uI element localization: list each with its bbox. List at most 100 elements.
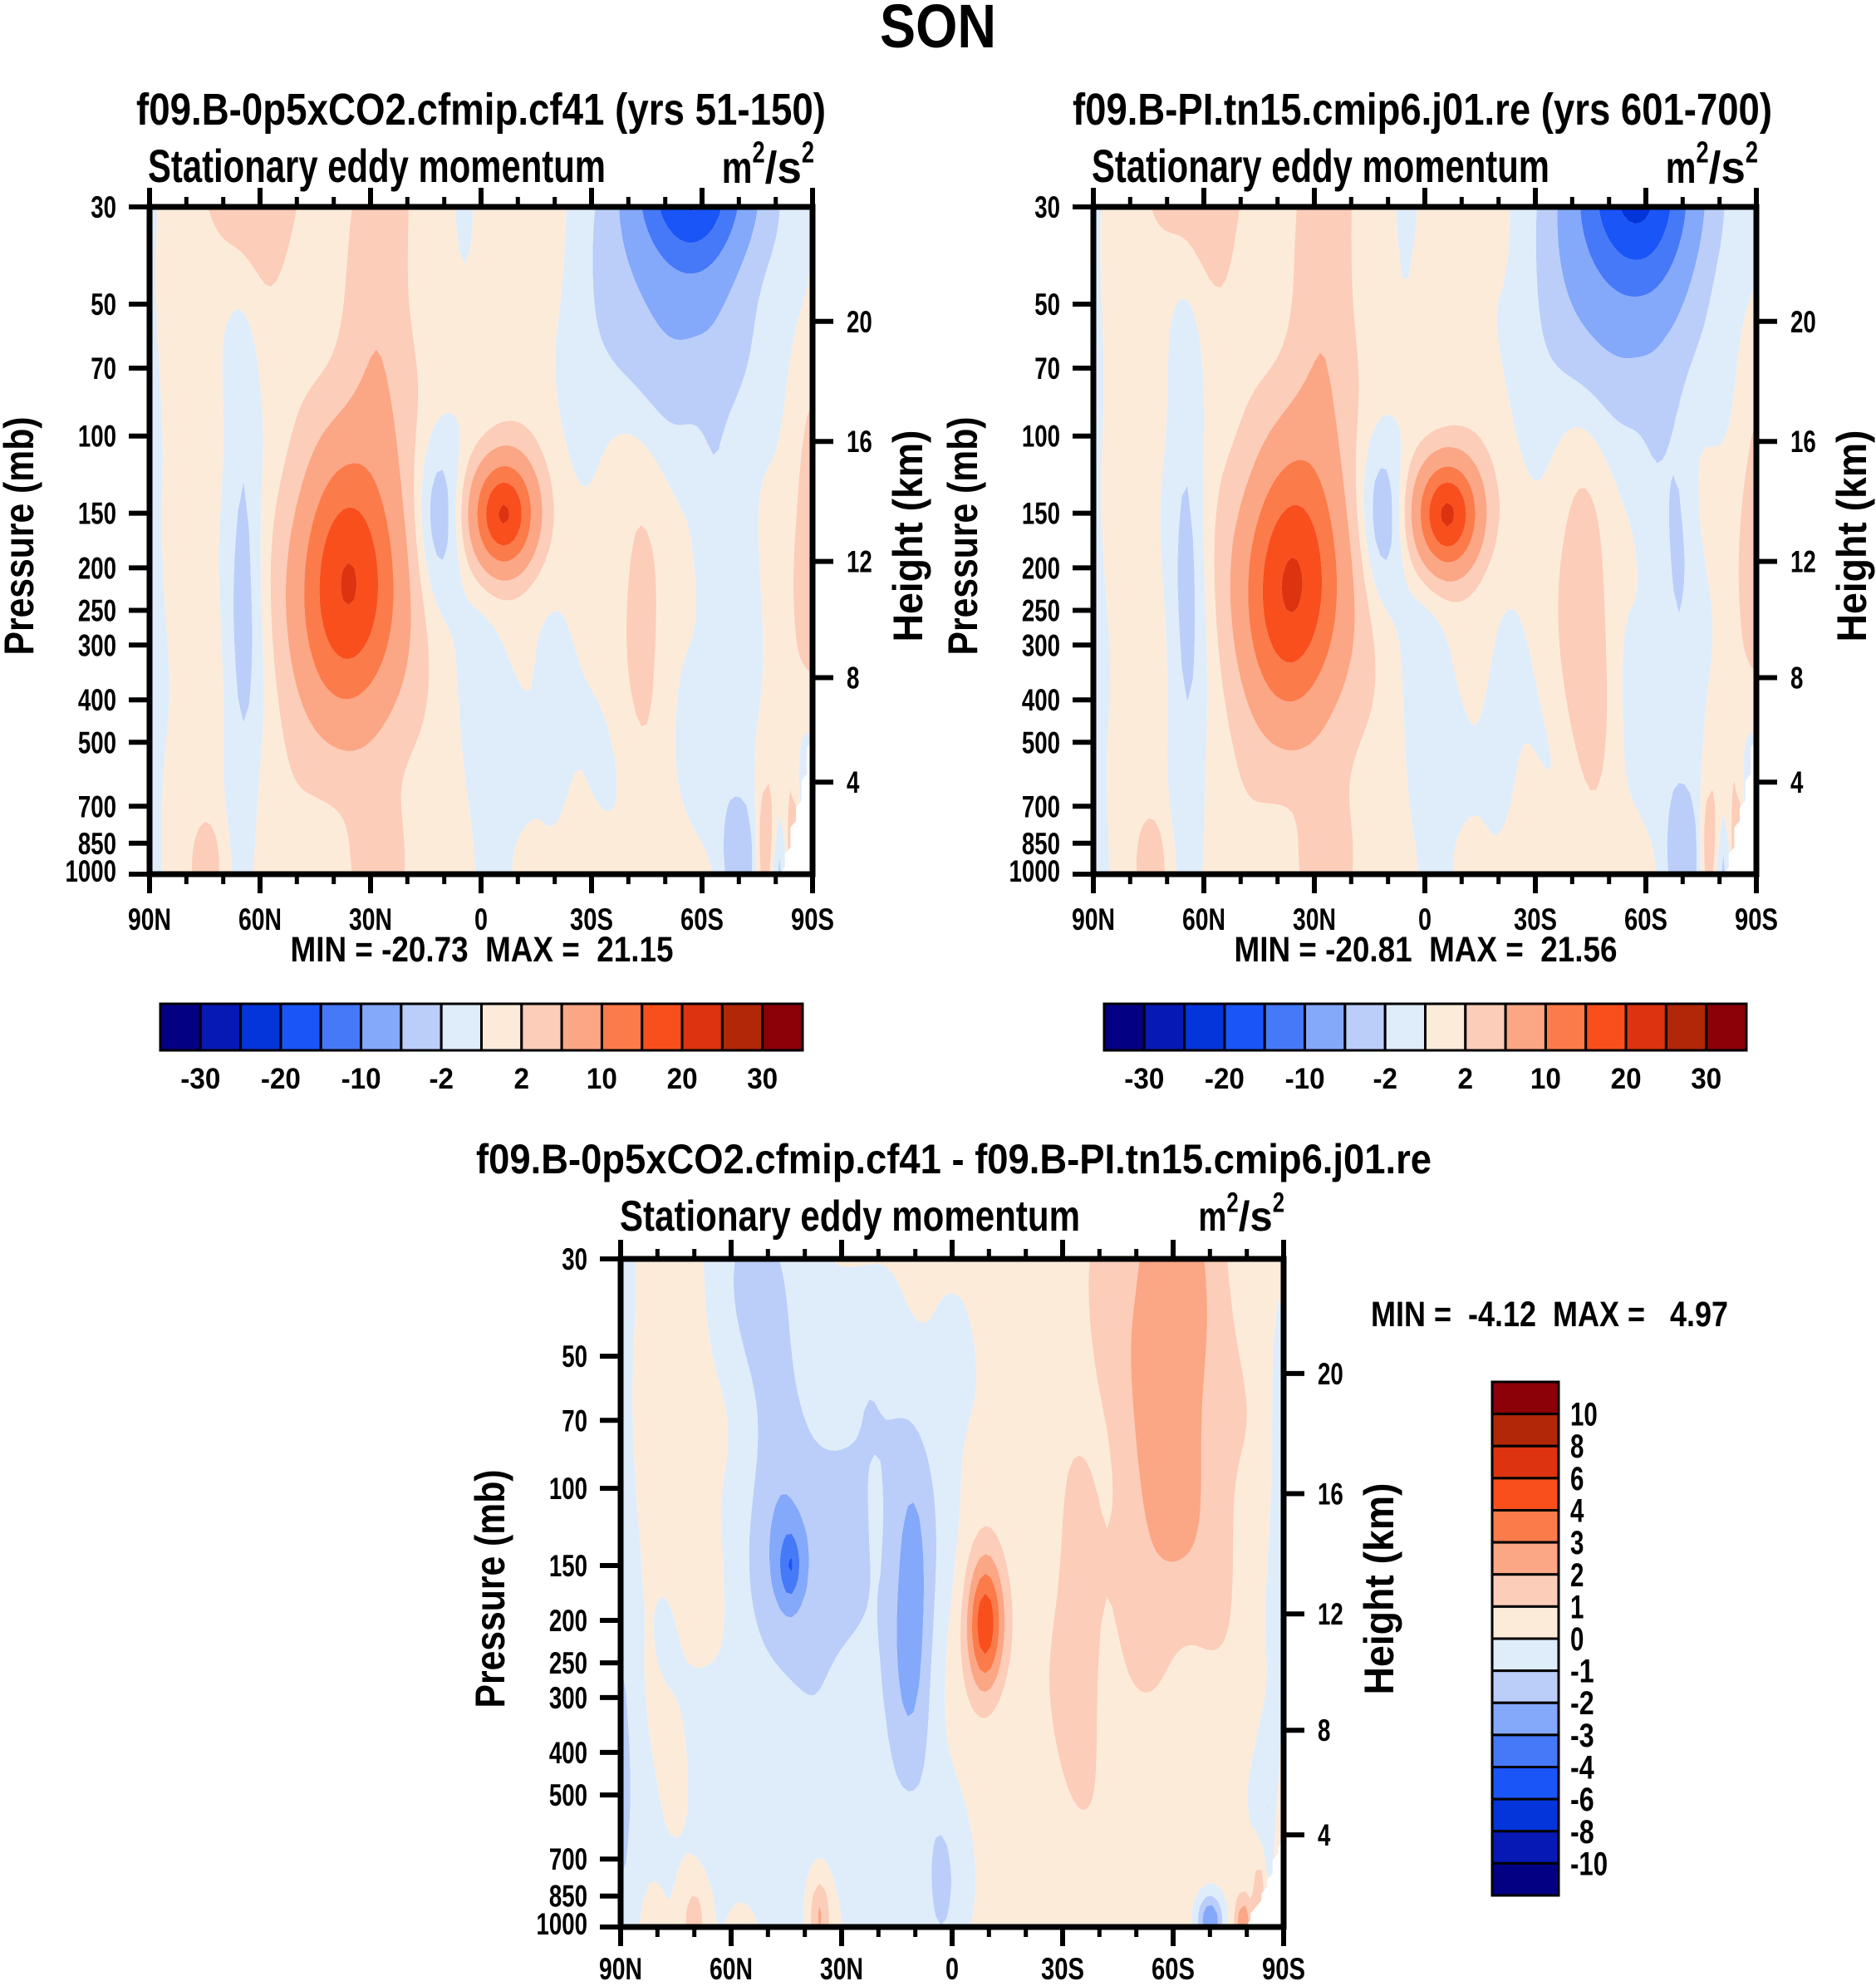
svg-text:SON: SON (880, 0, 996, 61)
svg-text:-3: -3 (1570, 1718, 1594, 1754)
svg-text:-10: -10 (1285, 1063, 1325, 1095)
svg-text:-2: -2 (1570, 1685, 1594, 1722)
svg-text:20: 20 (667, 1063, 698, 1095)
svg-text:Stationary eddy momentum: Stationary eddy momentum (1092, 140, 1549, 192)
svg-text:Pressure (mb): Pressure (mb) (467, 1470, 513, 1708)
svg-text:90N: 90N (599, 1951, 642, 1982)
svg-text:12: 12 (1790, 544, 1816, 579)
svg-text:60N: 60N (710, 1951, 753, 1982)
svg-text:1000: 1000 (65, 853, 116, 888)
svg-text:Height (km): Height (km) (885, 430, 931, 642)
svg-text:30S: 30S (1514, 902, 1557, 936)
svg-text:/s: /s (1709, 143, 1746, 193)
svg-text:Stationary eddy momentum: Stationary eddy momentum (148, 140, 606, 192)
svg-text:500: 500 (549, 1777, 587, 1812)
svg-text:16: 16 (1790, 424, 1816, 459)
svg-text:150: 150 (78, 496, 116, 531)
svg-text:400: 400 (78, 682, 116, 717)
svg-text:-2: -2 (429, 1063, 454, 1095)
svg-text:150: 150 (549, 1548, 587, 1583)
svg-text:2: 2 (1697, 135, 1709, 170)
svg-text:100: 100 (549, 1471, 587, 1506)
svg-text:4: 4 (847, 764, 859, 799)
svg-text:Height (km): Height (km) (1356, 1483, 1402, 1695)
svg-text:300: 300 (78, 627, 116, 662)
svg-text:250: 250 (1022, 593, 1060, 628)
svg-text:30: 30 (91, 189, 116, 224)
svg-text:50: 50 (91, 287, 116, 322)
svg-text:4: 4 (1318, 1817, 1330, 1852)
svg-text:50: 50 (1034, 287, 1060, 322)
svg-text:16: 16 (1318, 1477, 1343, 1512)
svg-text:-4: -4 (1570, 1750, 1594, 1787)
svg-text:250: 250 (78, 593, 116, 628)
svg-text:250: 250 (549, 1645, 587, 1680)
svg-text:2: 2 (1570, 1557, 1584, 1594)
svg-text:8: 8 (1790, 661, 1803, 696)
svg-text:2: 2 (514, 1063, 530, 1095)
svg-text:6: 6 (1570, 1461, 1584, 1497)
svg-text:Height (km): Height (km) (1829, 430, 1875, 642)
svg-text:30N: 30N (1293, 902, 1336, 936)
svg-text:90N: 90N (1072, 902, 1115, 936)
svg-text:60N: 60N (1182, 902, 1225, 936)
svg-text:-6: -6 (1570, 1782, 1594, 1818)
svg-text:30: 30 (1691, 1063, 1721, 1095)
svg-text:m: m (722, 143, 753, 193)
svg-text:300: 300 (1022, 627, 1060, 662)
svg-text:8: 8 (847, 661, 859, 696)
svg-text:100: 100 (1022, 419, 1060, 454)
svg-text:-30: -30 (180, 1063, 220, 1095)
svg-text:1000: 1000 (1009, 853, 1060, 888)
svg-text:90S: 90S (791, 902, 834, 936)
svg-text:700: 700 (78, 789, 116, 823)
svg-text:30N: 30N (349, 902, 392, 936)
svg-text:20: 20 (1611, 1063, 1642, 1095)
svg-text:MIN = -20.73 MAX = 21.15: MIN = -20.73 MAX = 21.15 (291, 930, 674, 970)
svg-text:500: 500 (1022, 725, 1060, 759)
svg-text:20: 20 (1318, 1356, 1343, 1391)
svg-text:850: 850 (549, 1879, 587, 1914)
svg-text:-10: -10 (341, 1063, 381, 1095)
svg-text:70: 70 (91, 351, 116, 386)
svg-text:500: 500 (78, 725, 116, 759)
svg-text:90N: 90N (128, 902, 171, 936)
svg-text:2: 2 (802, 135, 814, 170)
svg-text:30: 30 (562, 1241, 587, 1276)
svg-text:/s: /s (765, 143, 802, 193)
svg-text:16: 16 (847, 424, 872, 459)
svg-text:300: 300 (549, 1680, 587, 1715)
svg-text:30S: 30S (1041, 1951, 1084, 1982)
svg-text:0: 0 (1418, 902, 1432, 936)
svg-text:200: 200 (549, 1603, 587, 1638)
svg-text:70: 70 (562, 1403, 587, 1438)
svg-text:850: 850 (1022, 826, 1060, 861)
svg-text:90S: 90S (1735, 902, 1778, 936)
svg-text:-30: -30 (1124, 1063, 1164, 1095)
svg-text:m: m (1198, 1193, 1226, 1240)
svg-text:400: 400 (549, 1735, 587, 1770)
svg-text:Stationary eddy momentum: Stationary eddy momentum (620, 1192, 1080, 1241)
svg-text:100: 100 (78, 419, 116, 454)
svg-text:Pressure (mb): Pressure (mb) (940, 417, 986, 656)
svg-text:/s: /s (1239, 1193, 1273, 1240)
svg-text:60N: 60N (238, 902, 282, 936)
svg-text:30S: 30S (570, 902, 613, 936)
svg-text:2: 2 (1458, 1063, 1474, 1095)
svg-text:-8: -8 (1570, 1814, 1594, 1851)
svg-text:10: 10 (587, 1063, 617, 1095)
svg-text:10: 10 (1570, 1397, 1598, 1433)
svg-text:200: 200 (1022, 550, 1060, 585)
svg-text:-2: -2 (1373, 1063, 1397, 1095)
svg-text:f09.B-PI.tn15.cmip6.j01.re (yr: f09.B-PI.tn15.cmip6.j01.re (yrs 601-700) (1073, 85, 1772, 135)
svg-text:f09.B-0p5xCO2.cfmip.cf41 - f09: f09.B-0p5xCO2.cfmip.cf41 - f09.B-PI.tn15… (476, 1136, 1432, 1182)
svg-text:2: 2 (1273, 1187, 1284, 1219)
svg-text:30: 30 (747, 1063, 778, 1095)
svg-text:8: 8 (1570, 1428, 1584, 1465)
svg-text:4: 4 (1790, 764, 1803, 799)
svg-text:4: 4 (1570, 1493, 1584, 1530)
svg-text:70: 70 (1034, 351, 1060, 386)
svg-text:1: 1 (1570, 1589, 1584, 1625)
svg-text:-10: -10 (1570, 1846, 1608, 1882)
svg-text:20: 20 (847, 304, 872, 339)
